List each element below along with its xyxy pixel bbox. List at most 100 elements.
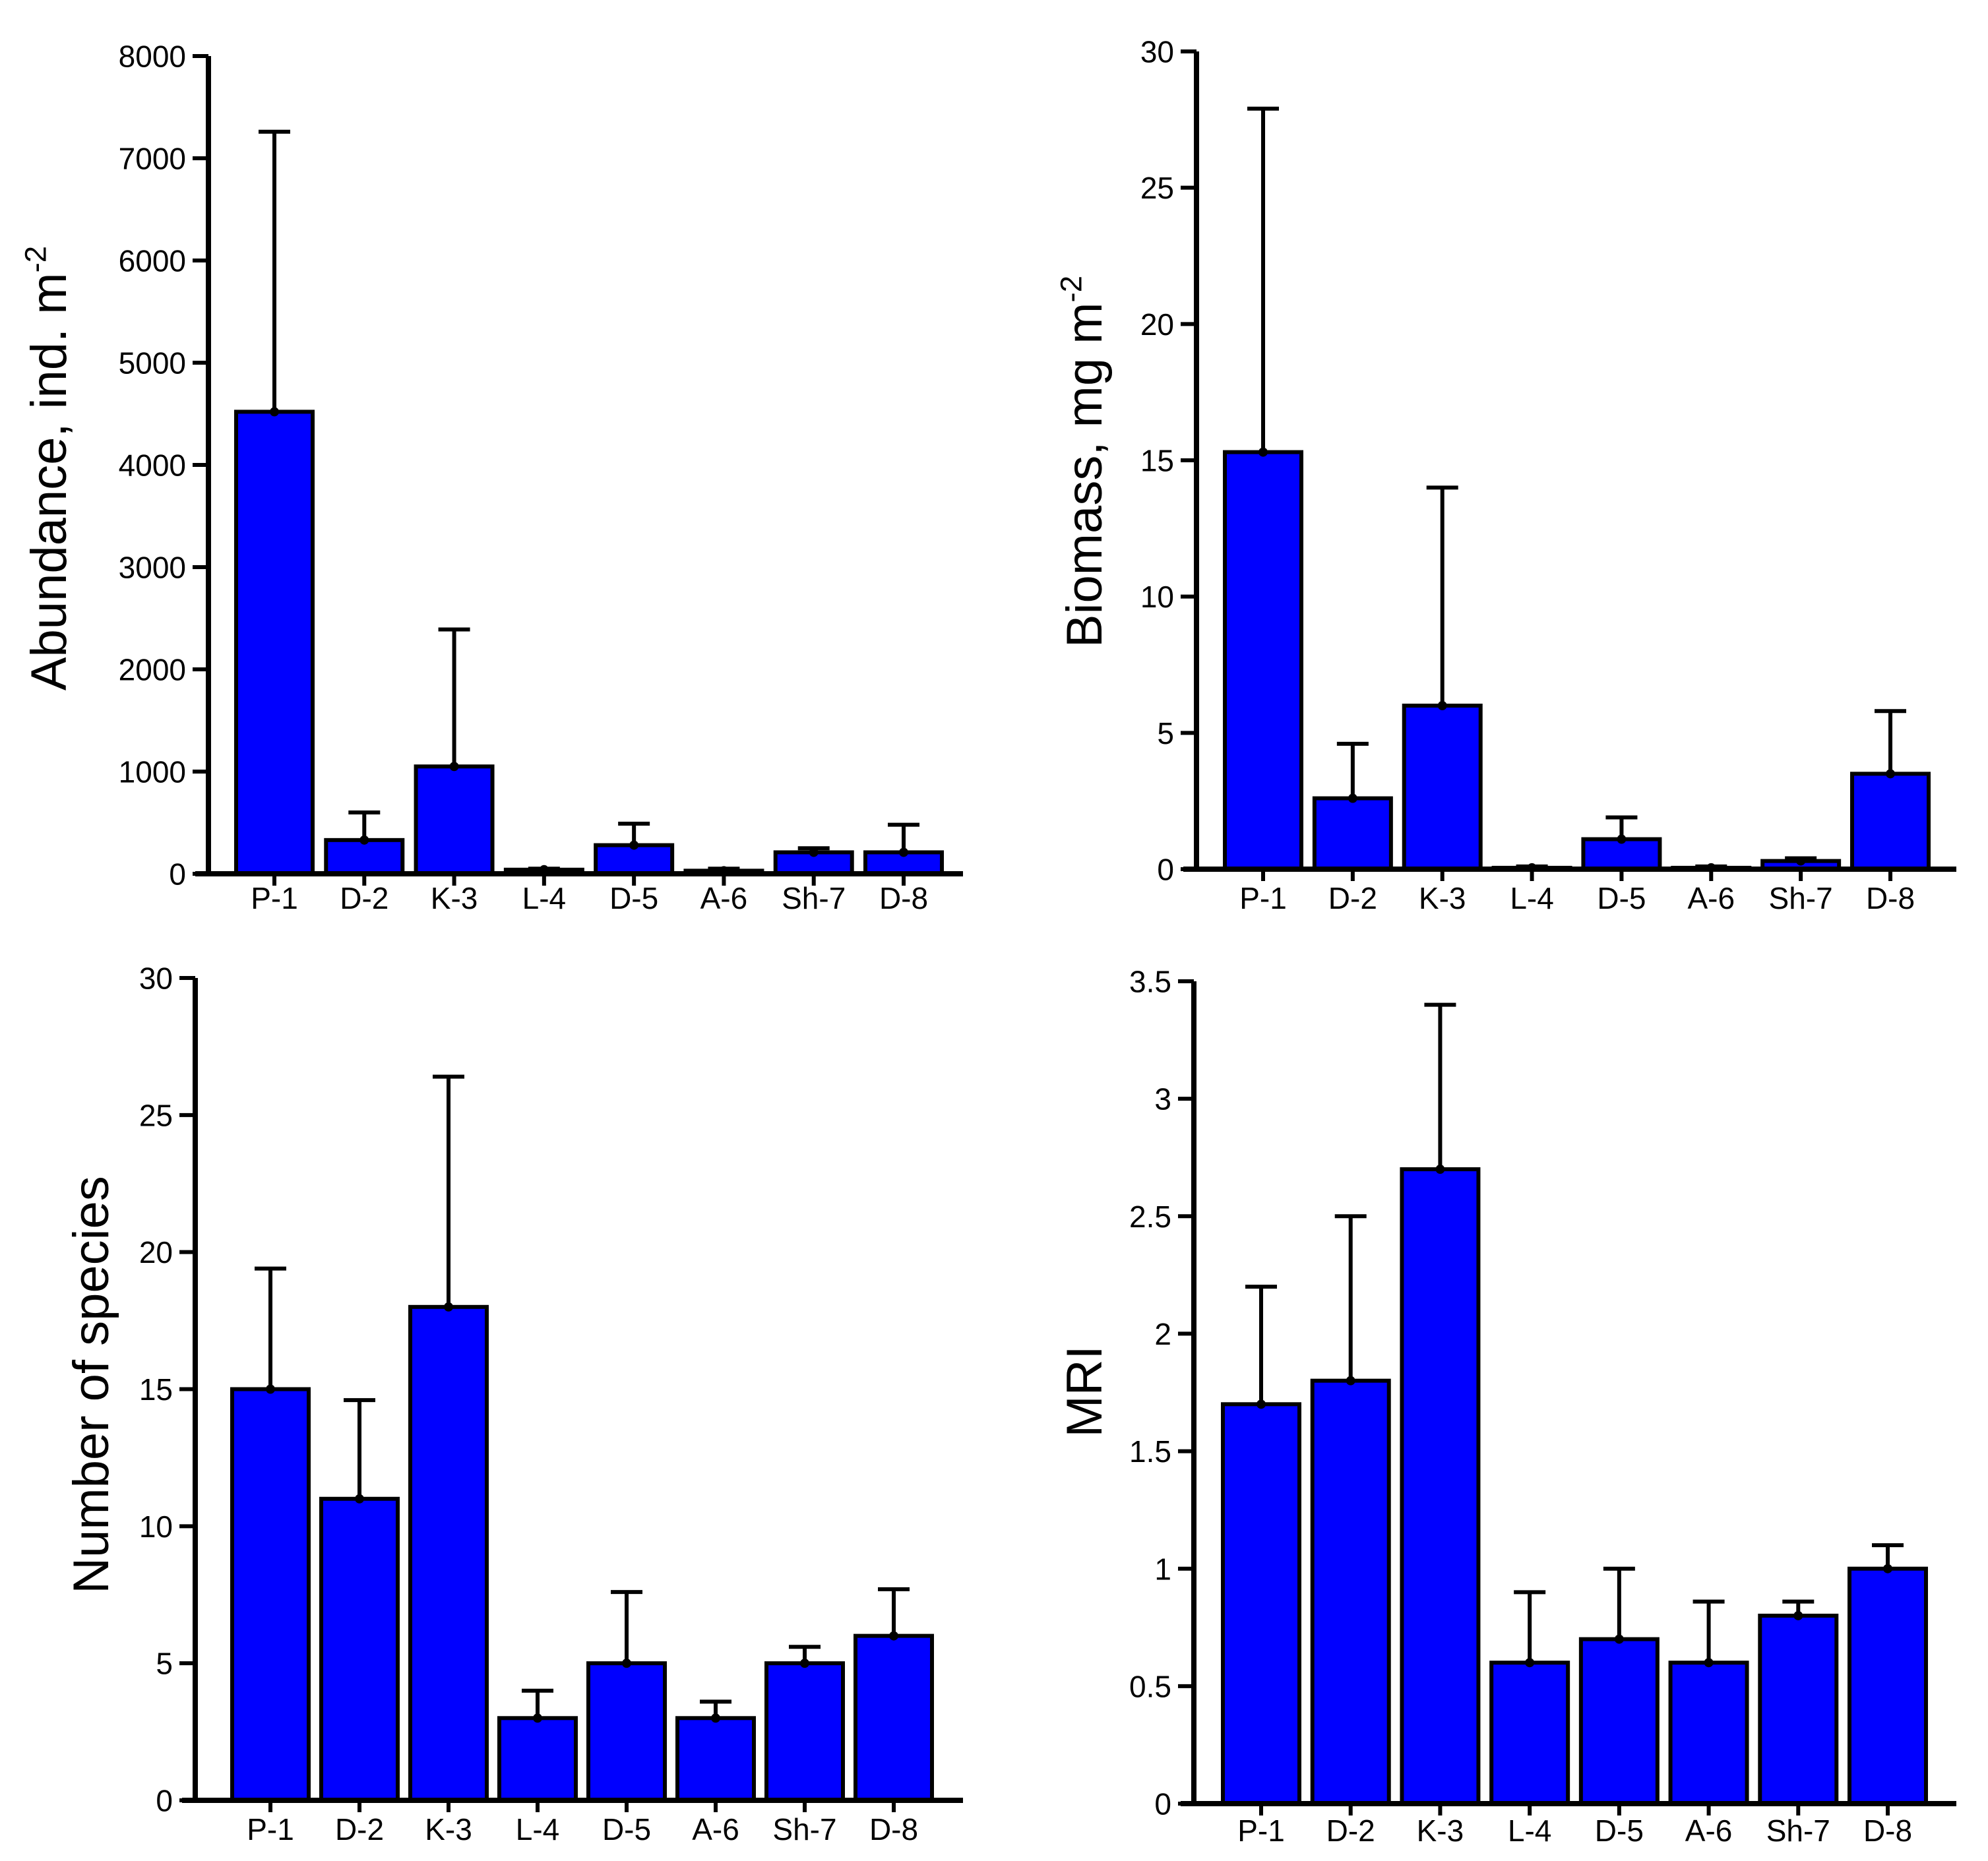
x-tick-label: D-5 xyxy=(609,881,658,915)
mean-dot-K-3 xyxy=(1437,701,1447,710)
mean-dot-D-5 xyxy=(622,1659,631,1668)
y-tick-label: 15 xyxy=(139,1372,173,1407)
chart-panel-2: 0 5 10 15 20 25 30 P-1 D-2 K-3 L-4 D-5 A-6 Sh-7 D-8 Bio… xyxy=(1055,35,1956,915)
bar-K-3 xyxy=(408,1304,489,1803)
y-tick-label: 3 xyxy=(1154,1082,1171,1116)
y-axis-label: Number of species xyxy=(63,1176,119,1594)
bar-L-4 xyxy=(1489,1661,1570,1806)
bar-P-1 xyxy=(234,410,315,876)
bar-P-1 xyxy=(1221,1402,1301,1806)
y-tick-label: 1000 xyxy=(119,755,186,789)
bar-D-5 xyxy=(586,1661,667,1803)
mean-dot-D-2 xyxy=(359,835,369,845)
x-tick-label: K-3 xyxy=(1419,881,1466,915)
mean-dot-K-3 xyxy=(444,1302,453,1312)
chart-panel-3: 0 5 10 15 20 25 30 P-1 D-2 K-3 L-4 D-5 A-6 Sh-7 D-8 Num… xyxy=(63,961,963,1846)
x-tick-label: D-2 xyxy=(340,881,388,915)
bar-K-3 xyxy=(1402,704,1483,871)
y-tick-label: 5 xyxy=(1157,716,1174,750)
bar-D-8 xyxy=(1848,1566,1928,1806)
y-tick-label: 7000 xyxy=(119,142,186,176)
x-tick-label: D-5 xyxy=(1597,881,1646,915)
mean-dot-Sh-7 xyxy=(809,847,819,857)
y-tick-label: 5000 xyxy=(119,346,186,381)
x-tick-label: D-5 xyxy=(1595,1814,1644,1848)
x-tick-label: D-2 xyxy=(335,1812,384,1846)
mean-dot-D-2 xyxy=(355,1494,364,1504)
x-tick-label: A-6 xyxy=(700,881,748,915)
bar-L-4 xyxy=(497,1716,578,1803)
bar-D-2 xyxy=(319,1496,400,1802)
mean-dot-D-5 xyxy=(629,840,639,850)
mean-dot-P-1 xyxy=(266,1384,275,1394)
x-tick-label: L-4 xyxy=(1508,1814,1551,1848)
y-axis-label: Biomass, mg m-2 xyxy=(1055,276,1113,648)
y-tick-label: 15 xyxy=(1140,444,1174,478)
y-axis-label: Abundance, ind. m-2 xyxy=(19,246,77,690)
x-tick-label: K-3 xyxy=(1417,1814,1464,1848)
bar-Sh-7 xyxy=(764,1661,845,1803)
bar-D-8 xyxy=(854,1633,934,1803)
y-tick-label: 10 xyxy=(139,1510,173,1544)
y-tick-label: 3000 xyxy=(119,551,186,585)
x-tick-label: D-2 xyxy=(1326,1814,1375,1848)
bar-D-2 xyxy=(1312,796,1393,871)
x-tick-label: D-8 xyxy=(879,881,928,915)
y-tick-label: 30 xyxy=(139,961,173,996)
chart-panel-1: 0 1000 2000 3000 4000 5000 6000 7000 8000 P-1 D-2 K… xyxy=(19,40,963,915)
mean-dot-P-1 xyxy=(1257,1399,1266,1409)
y-tick-label: 2000 xyxy=(119,653,186,687)
mean-dot-D-2 xyxy=(1346,1376,1355,1386)
x-tick-label: P-1 xyxy=(1239,881,1287,915)
y-tick-label: 1.5 xyxy=(1129,1434,1171,1469)
y-tick-label: 10 xyxy=(1140,580,1174,614)
mean-dot-D-5 xyxy=(1617,834,1627,844)
mean-dot-Sh-7 xyxy=(1793,1610,1803,1620)
x-tick-label: P-1 xyxy=(247,1812,294,1846)
x-tick-label: P-1 xyxy=(1237,1814,1285,1848)
y-tick-label: 25 xyxy=(139,1098,173,1132)
mean-dot-D-8 xyxy=(1883,1564,1892,1573)
x-tick-label: L-4 xyxy=(522,881,566,915)
mean-dot-D-5 xyxy=(1614,1634,1624,1644)
x-tick-label: L-4 xyxy=(516,1812,559,1846)
mean-dot-D-8 xyxy=(889,1631,898,1641)
y-tick-label: 0 xyxy=(169,857,186,892)
bar-A-6 xyxy=(1668,1661,1749,1806)
x-tick-label: Sh-7 xyxy=(772,1812,836,1846)
mean-dot-P-1 xyxy=(1258,447,1268,457)
mean-dot-D-2 xyxy=(1348,793,1357,803)
bar-D-2 xyxy=(1310,1378,1391,1806)
mean-dot-L-4 xyxy=(1525,1658,1535,1668)
y-tick-label: 5 xyxy=(156,1647,173,1681)
bar-Sh-7 xyxy=(1758,1613,1839,1806)
bar-P-1 xyxy=(230,1387,311,1802)
y-tick-label: 0 xyxy=(1157,853,1174,887)
x-tick-label: D-8 xyxy=(1863,1814,1912,1848)
x-tick-label: D-8 xyxy=(869,1812,918,1846)
mean-dot-Sh-7 xyxy=(800,1659,809,1668)
y-tick-label: 2.5 xyxy=(1129,1200,1171,1234)
mean-dot-L-4 xyxy=(533,1713,542,1723)
chart-panel-4: 0 0.5 1 1.5 2 2.5 3 3.5 P-1 D-2 K-3 L-4 D-5 A-6 Sh-7 D-… xyxy=(1057,965,1956,1848)
y-axis-label: MRI xyxy=(1057,1345,1113,1437)
x-tick-label: D-5 xyxy=(602,1812,651,1846)
y-tick-label: 0 xyxy=(156,1784,173,1818)
y-tick-label: 4000 xyxy=(119,448,186,483)
y-axis-label-superscript: -2 xyxy=(19,246,53,273)
mean-dot-K-3 xyxy=(1435,1165,1445,1175)
bar-D-5 xyxy=(1578,1637,1660,1806)
x-tick-label: A-6 xyxy=(1687,881,1735,915)
mean-dot-Sh-7 xyxy=(1796,856,1806,866)
y-tick-label: 0 xyxy=(1154,1787,1171,1821)
y-tick-label: 6000 xyxy=(119,244,186,278)
y-tick-label: 25 xyxy=(1140,171,1174,205)
mean-dot-A-6 xyxy=(711,1713,720,1723)
x-tick-label: D-2 xyxy=(1328,881,1377,915)
y-tick-label: 1 xyxy=(1154,1552,1171,1586)
x-tick-label: P-1 xyxy=(251,881,298,915)
y-tick-label: 0.5 xyxy=(1129,1669,1171,1703)
y-tick-label: 2 xyxy=(1154,1317,1171,1351)
x-tick-label: K-3 xyxy=(431,881,478,915)
